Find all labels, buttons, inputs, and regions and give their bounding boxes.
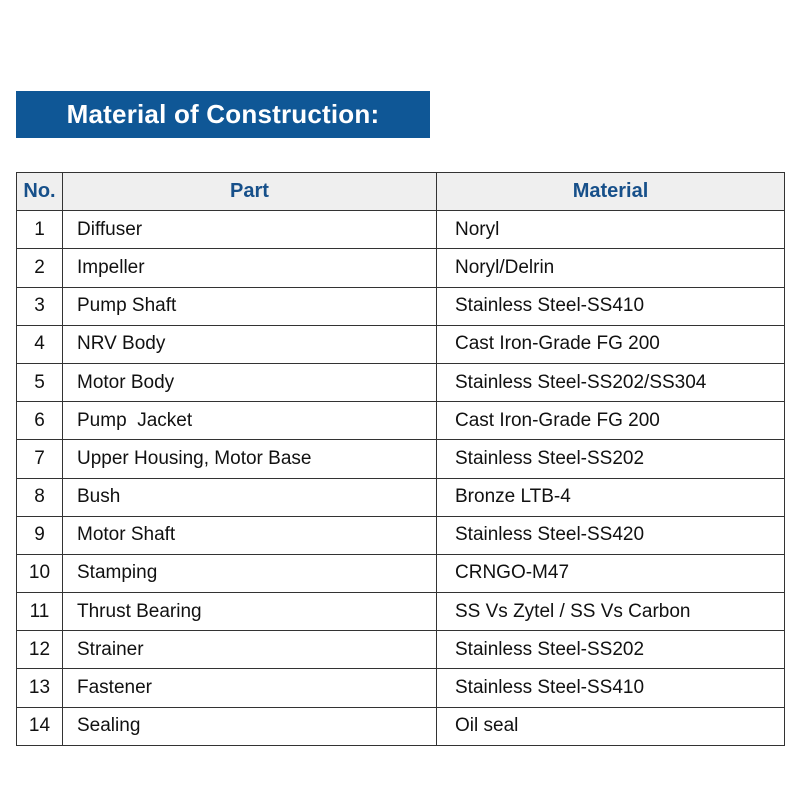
cell-material: Stainless Steel-SS202 <box>436 630 785 670</box>
cell-part: Fastener <box>62 668 437 708</box>
cell-material: Stainless Steel-SS202/SS304 <box>436 362 785 403</box>
cell-no: 1 <box>16 210 63 250</box>
cell-material: SS Vs Zytel / SS Vs Carbon <box>436 592 785 632</box>
cell-part: Pump Jacket <box>62 401 437 441</box>
cell-material: Stainless Steel-SS202 <box>436 439 785 479</box>
cell-no: 11 <box>16 592 63 632</box>
cell-material: Stainless Steel-SS410 <box>436 286 785 326</box>
table-row: 8 Bush Bronze LTB-4 <box>16 477 785 517</box>
cell-no: 12 <box>16 630 63 670</box>
cell-no: 6 <box>16 401 63 441</box>
cell-material: Oil seal <box>436 706 785 746</box>
header-part: Part <box>62 171 437 212</box>
cell-part: Thrust Bearing <box>62 592 437 632</box>
header-no: No. <box>16 171 63 212</box>
cell-no: 10 <box>16 553 63 594</box>
cell-material: Stainless Steel-SS420 <box>436 515 785 555</box>
table-row: 7 Upper Housing, Motor Base Stainless Stee… <box>16 439 785 479</box>
cell-no: 7 <box>16 439 63 479</box>
cell-part: Upper Housing, Motor Base <box>62 439 437 479</box>
cell-part: Diffuser <box>62 210 437 250</box>
cell-material: Noryl <box>436 210 785 250</box>
table-row: 14 Sealing Oil seal <box>16 706 785 746</box>
table-row: 10 Stamping CRNGO-M47 <box>16 553 785 594</box>
cell-part: Pump Shaft <box>62 286 437 326</box>
table-row: 13 Fastener Stainless Steel-SS410 <box>16 668 785 708</box>
cell-part: Motor Shaft <box>62 515 437 555</box>
cell-no: 3 <box>16 286 63 326</box>
table-row: 2 Impeller Noryl/Delrin <box>16 248 785 288</box>
table-row: 6 Pump Jacket Cast Iron-Grade FG 200 <box>16 401 785 441</box>
cell-no: 9 <box>16 515 63 555</box>
cell-part: Impeller <box>62 248 437 288</box>
table-row: 11 Thrust Bearing SS Vs Zytel / SS Vs Carb… <box>16 592 785 632</box>
cell-material: Bronze LTB-4 <box>436 477 785 517</box>
cell-no: 8 <box>16 477 63 517</box>
cell-part: Sealing <box>62 706 437 746</box>
table-row: 5 Motor Body Stainless Steel-SS202/SS304 <box>16 362 785 403</box>
materials-table: No. Part Material 1 Diffuser Noryl 2 Impelle… <box>16 171 785 746</box>
cell-material: Cast Iron-Grade FG 200 <box>436 324 785 364</box>
cell-part: NRV Body <box>62 324 437 364</box>
cell-material: Cast Iron-Grade FG 200 <box>436 401 785 441</box>
cell-material: Noryl/Delrin <box>436 248 785 288</box>
cell-material: CRNGO-M47 <box>436 553 785 594</box>
cell-part: Stamping <box>62 553 437 594</box>
table-row: 1 Diffuser Noryl <box>16 210 785 250</box>
table-header-row: No. Part Material <box>16 171 785 212</box>
cell-part: Strainer <box>62 630 437 670</box>
cell-no: 2 <box>16 248 63 288</box>
cell-part: Motor Body <box>62 362 437 403</box>
table-row: 12 Strainer Stainless Steel-SS202 <box>16 630 785 670</box>
cell-material: Stainless Steel-SS410 <box>436 668 785 708</box>
table-row: 3 Pump Shaft Stainless Steel-SS410 <box>16 286 785 326</box>
cell-no: 14 <box>16 706 63 746</box>
table-row: 9 Motor Shaft Stainless Steel-SS420 <box>16 515 785 555</box>
section-title-banner: Material of Construction: <box>16 91 430 138</box>
cell-no: 4 <box>16 324 63 364</box>
cell-part: Bush <box>62 477 437 517</box>
cell-no: 13 <box>16 668 63 708</box>
cell-no: 5 <box>16 362 63 403</box>
table-row: 4 NRV Body Cast Iron-Grade FG 200 <box>16 324 785 364</box>
header-material: Material <box>436 171 785 212</box>
